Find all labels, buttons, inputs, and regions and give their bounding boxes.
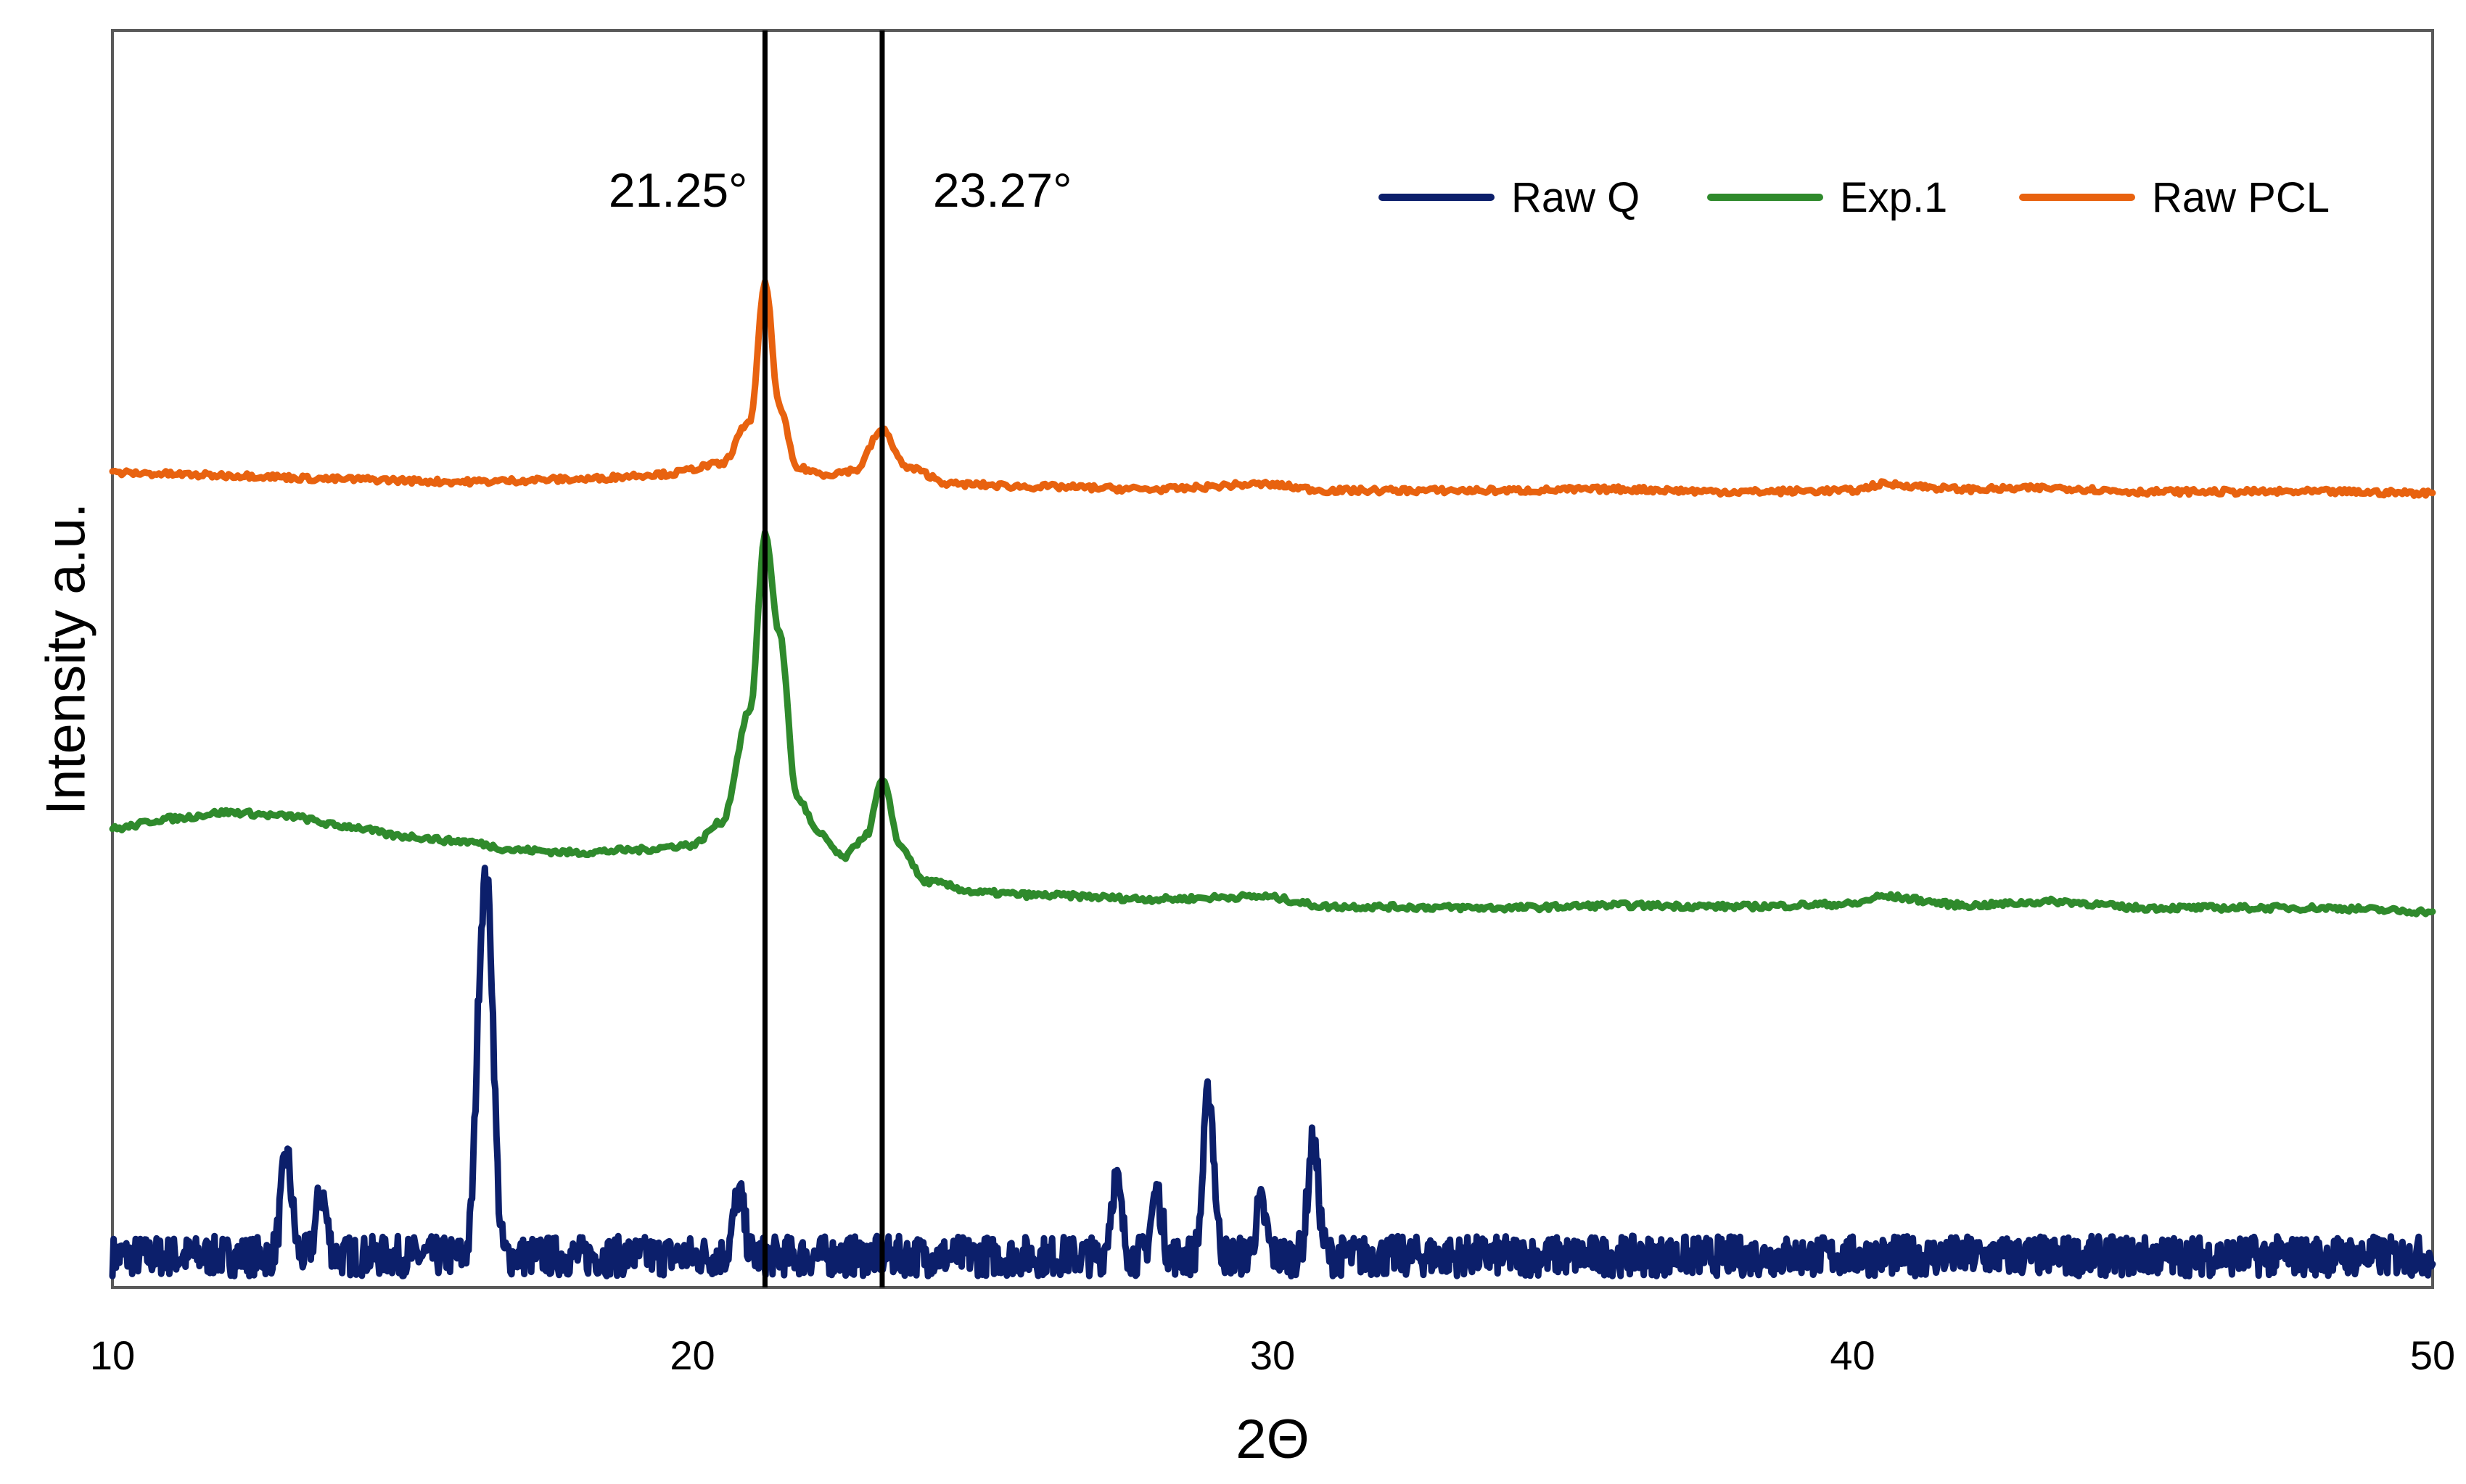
plot-frame <box>111 29 2434 1289</box>
series-line-exp-1 <box>109 529 2436 918</box>
y-axis-title: Intensity a.u. <box>36 503 97 815</box>
x-tick-label: 40 <box>1830 1332 1875 1378</box>
series-line-raw-pcl <box>109 278 2436 499</box>
legend-label-3: Raw PCL <box>2152 174 2330 221</box>
annotation-label-2: 23.27° <box>933 163 1072 217</box>
plot-area <box>111 29 2434 1289</box>
legend: Raw Q Exp.1 Raw PCL <box>1378 174 2330 221</box>
series-line-raw-q <box>109 865 2436 1279</box>
annotation-layer: 21.25° 23.27° <box>609 163 1072 217</box>
series-layer <box>109 278 2436 1279</box>
reference-lines <box>762 30 885 1287</box>
x-tick-label: 20 <box>670 1332 715 1378</box>
legend-label-1: Raw Q <box>1511 174 1640 221</box>
x-tick-label: 30 <box>1250 1332 1295 1378</box>
x-tick-labels: 10 20 30 40 50 <box>90 1332 2455 1378</box>
x-tick-label: 50 <box>2410 1332 2455 1378</box>
legend-label-2: Exp.1 <box>1840 174 1947 221</box>
x-axis-title: 2Θ <box>1236 1409 1309 1470</box>
x-tick-label: 10 <box>90 1332 135 1378</box>
annotation-label-1: 21.25° <box>609 163 748 217</box>
